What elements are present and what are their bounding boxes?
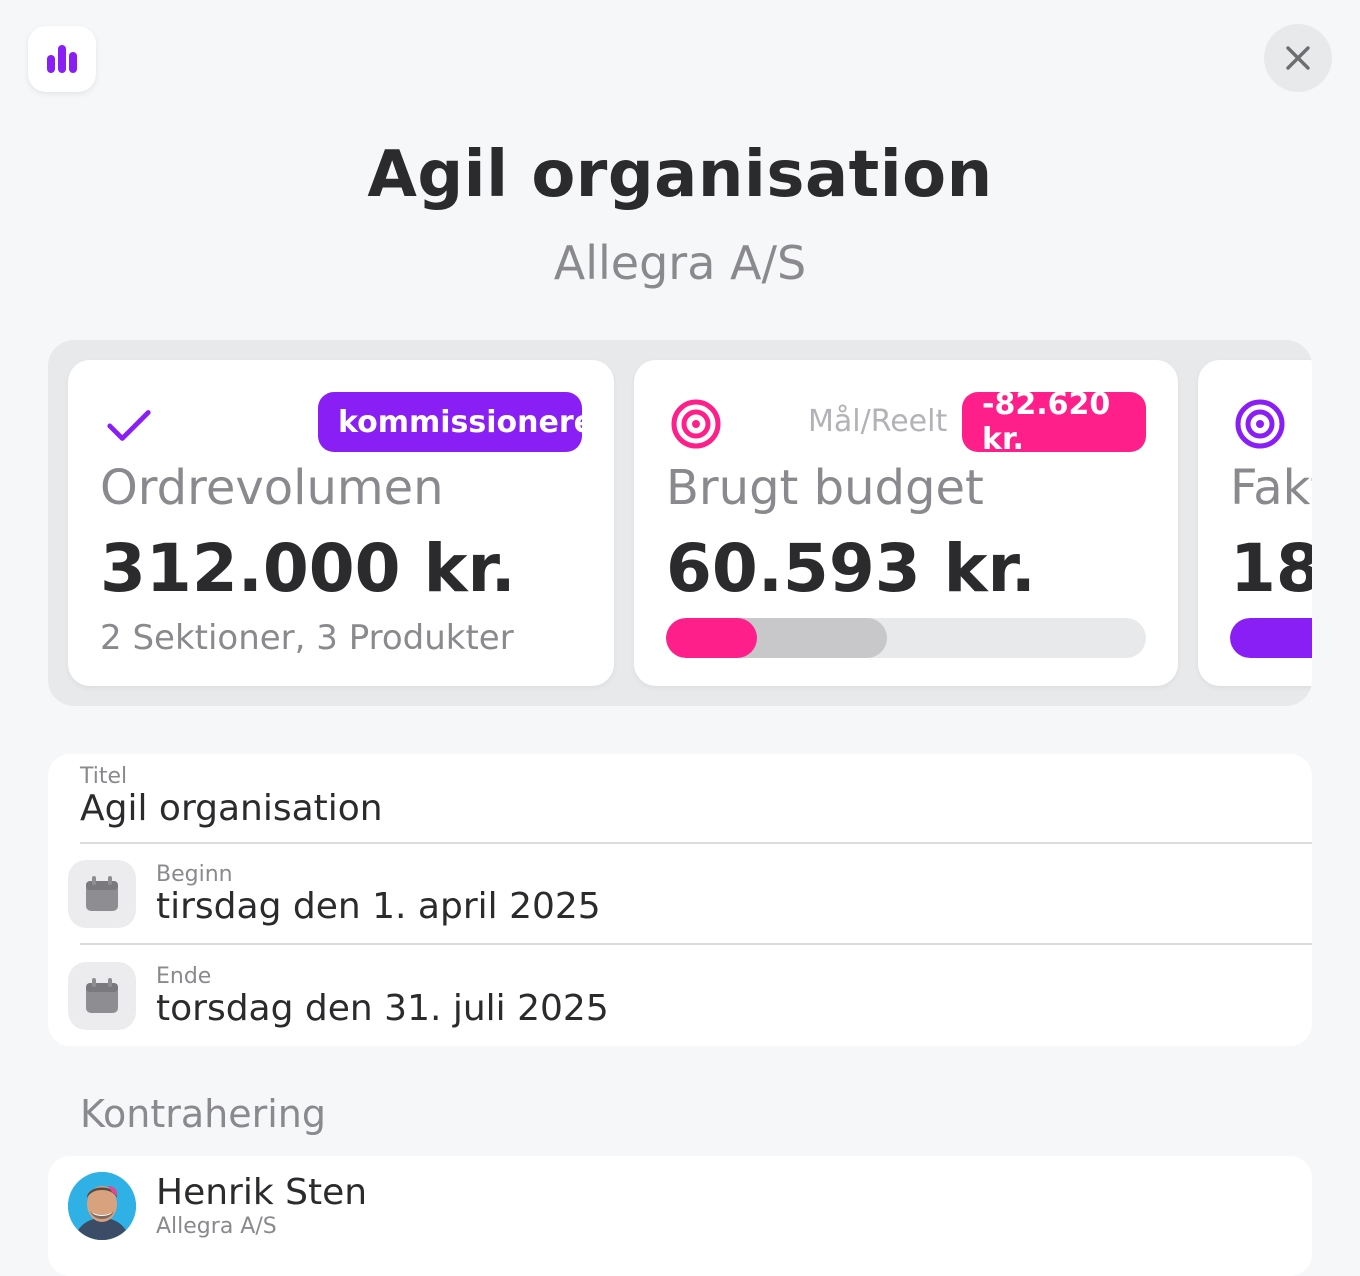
start-date-label: Beginn [156, 862, 233, 887]
budget-progress-bar [666, 618, 1146, 658]
target-icon [1235, 399, 1285, 449]
invoiced-progress-bar [1230, 618, 1312, 658]
card-label: Fakt [1230, 460, 1312, 516]
kpi-card-invoiced[interactable]: Fakt 18 [1198, 360, 1312, 686]
contact-list-item[interactable]: Henrik Sten Allegra A/S [48, 1156, 1312, 1276]
card-value: 18 [1230, 530, 1312, 607]
start-date-field[interactable]: tirsdag den 1. april 2025 [156, 886, 601, 927]
end-date-label: Ende [156, 964, 212, 989]
card-label: Brugt budget [666, 460, 984, 516]
kpi-cards-strip[interactable]: kommissioneret Ordrevolumen 312.000 kr. … [48, 340, 1312, 706]
title-field[interactable]: Agil organisation [80, 788, 383, 829]
calendar-icon [86, 978, 118, 1013]
target-actual-label: Mål/Reelt [808, 404, 948, 439]
variance-badge: -82.620 kr. [962, 387, 1146, 457]
close-button[interactable] [1264, 24, 1332, 92]
card-value: 60.593 kr. [666, 530, 1036, 607]
project-details-form: Titel Agil organisation Beginn tirsdag d… [48, 754, 1312, 1046]
status-badge: kommissioneret [318, 392, 608, 452]
calendar-icon [86, 876, 118, 911]
card-label: Ordrevolumen [100, 460, 444, 516]
avatar [68, 1172, 136, 1240]
invoiced-fill [1230, 618, 1312, 658]
budget-actual-fill [666, 618, 758, 658]
card-value: 312.000 kr. [100, 530, 516, 607]
divider [80, 842, 1312, 844]
contact-company: Allegra A/S [156, 1214, 277, 1239]
bar-chart-icon [47, 45, 77, 73]
end-date-field[interactable]: torsdag den 31. juli 2025 [156, 988, 609, 1029]
app-logo[interactable] [28, 26, 96, 92]
contact-name: Henrik Sten [156, 1172, 368, 1213]
start-date-calendar-button[interactable] [68, 860, 136, 928]
kpi-card-order-volume[interactable]: kommissioneret Ordrevolumen 312.000 kr. … [68, 360, 614, 686]
title-field-label: Titel [80, 764, 128, 789]
card-subtext: 2 Sektioner, 3 Produkter [100, 618, 514, 658]
section-heading-contracting: Kontrahering [80, 1092, 327, 1136]
divider [80, 943, 1312, 945]
close-icon [1286, 46, 1310, 70]
page-subtitle: Allegra A/S [553, 236, 807, 290]
kpi-card-budget[interactable]: Mål/Reelt -82.620 kr. Brugt budget 60.59… [634, 360, 1178, 686]
target-icon [671, 399, 721, 449]
page-title: Agil organisation [367, 138, 993, 212]
end-date-calendar-button[interactable] [68, 962, 136, 1030]
person-photo [68, 1172, 136, 1240]
check-icon [107, 410, 151, 441]
